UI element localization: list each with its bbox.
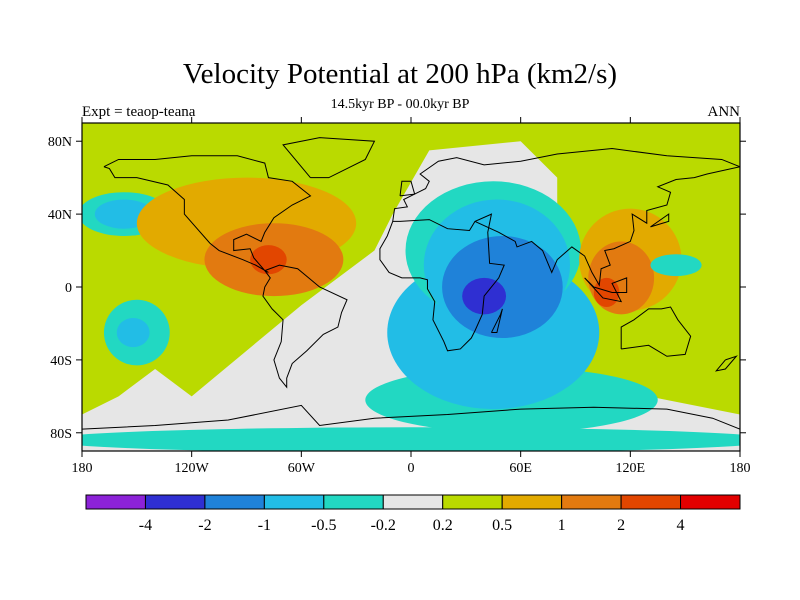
experiment-label: Expt = teaop-teana <box>82 104 196 120</box>
colorbar-swatch-10 <box>680 494 741 510</box>
coastline-segment-0 <box>103 155 312 273</box>
coastline-segment-12 <box>714 355 738 372</box>
colorbar-swatch-0 <box>85 494 146 510</box>
colorbar-swatch-2 <box>204 494 265 510</box>
coastline-segment-7 <box>584 277 628 303</box>
colorbar-label-2: -1 <box>258 517 271 534</box>
x-tick-label-6: 180 <box>730 461 751 476</box>
colorbar-swatch-8 <box>561 494 622 510</box>
x-tick-label-2: 60W <box>288 461 316 476</box>
colorbar-swatch-6 <box>442 494 503 510</box>
season-label: ANN <box>707 104 741 120</box>
x-tick-label-4: 60E <box>509 461 532 476</box>
colorbar-label-5: 0.2 <box>433 517 453 534</box>
coastline-segment-9 <box>282 137 376 179</box>
coastline-segment-4 <box>474 166 740 287</box>
x-tick-label-1: 120W <box>175 461 210 476</box>
contour-region-south-pacific-core <box>116 317 150 348</box>
colorbar-label-4: -0.2 <box>371 517 396 534</box>
x-tick-label-3: 0 <box>408 461 415 476</box>
colorbar: -4 -2 -1 -0.5 -0.2 0.2 0.5 1 2 4 <box>85 494 741 534</box>
colorbar-label-6: 0.5 <box>492 517 512 534</box>
coastline-segment-6 <box>490 308 503 334</box>
coastline-segment-8 <box>82 404 740 430</box>
contour-region-west-pacific-low <box>650 254 702 277</box>
coastlines <box>82 137 740 430</box>
colorbar-label-3: -0.5 <box>311 517 336 534</box>
colorbar-label-7: 1 <box>558 517 566 534</box>
y-tick-label-3: 40S <box>50 354 72 369</box>
colorbar-label-8: 2 <box>617 517 625 534</box>
map-axes: 180 120W 60W 0 60E 120E 180 80N 40N 0 40S 80S <box>48 117 751 476</box>
colorbar-swatch-1 <box>144 494 206 510</box>
colorbar-label-1: -2 <box>198 517 211 534</box>
coastline-segment-1 <box>262 264 348 389</box>
x-tick-label-0: 180 <box>72 461 93 476</box>
y-tick-label-1: 40N <box>48 208 72 223</box>
colorbar-swatch-4 <box>323 494 384 510</box>
colorbar-swatch-7 <box>501 494 563 510</box>
coastline-segment-10 <box>399 180 416 197</box>
colorbar-swatch-9 <box>620 494 682 510</box>
chart-title: Velocity Potential at 200 hPa (km2/s) <box>182 58 618 90</box>
contour-region-south-polar-band <box>82 427 740 451</box>
coastline-segment-11 <box>650 213 670 228</box>
x-tick-label-5: 120E <box>616 461 646 476</box>
colorbar-label-0: -4 <box>139 517 152 534</box>
y-tick-label-4: 80S <box>50 427 72 442</box>
chart-subtitle: 14.5kyr BP - 00.0kyr BP <box>330 97 470 112</box>
coastline-segment-5 <box>620 306 692 357</box>
colorbar-swatch-5 <box>382 494 444 510</box>
colorbar-swatch-3 <box>263 494 325 510</box>
colorbar-label-9: 4 <box>677 517 685 534</box>
y-tick-label-0: 80N <box>48 135 72 150</box>
velocity-potential-field <box>82 123 740 451</box>
coastline-segment-3 <box>392 148 740 222</box>
coastline-segment-2 <box>379 213 505 352</box>
y-tick-label-2: 0 <box>65 281 72 296</box>
